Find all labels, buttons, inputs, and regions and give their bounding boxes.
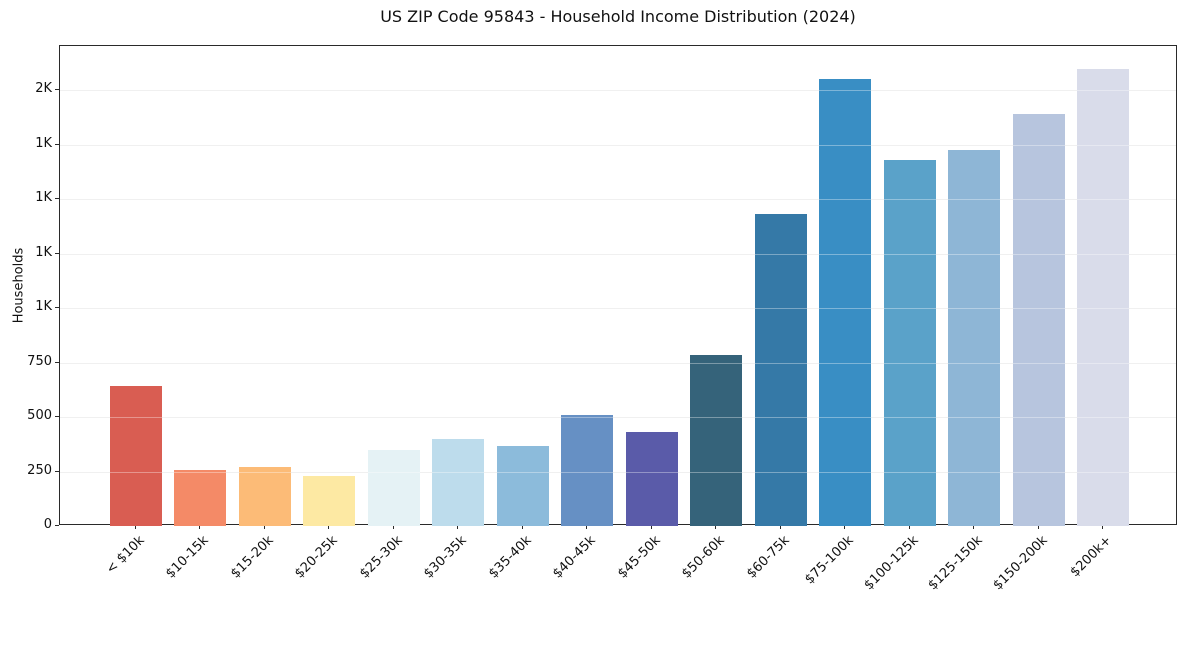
x-tick-mark [779,525,781,529]
y-tick-label: 250 [27,462,52,478]
x-tick-label: $10-15k [163,533,213,582]
bar-$35-40k [496,446,549,526]
chart-figure: US ZIP Code 95843 - Household Income Dis… [11,7,1177,594]
gridline [60,90,1176,91]
x-tick-label: $25-30k [356,533,406,582]
gridline-overlay [60,253,1176,255]
y-tick-mark [55,143,59,145]
bar-$150-200k [1012,113,1065,526]
bar-< $10k [110,386,162,526]
x-tick-label: $50-60k [679,533,728,582]
gridline-overlay [60,471,1176,473]
bar-$45-50k [625,432,678,526]
x-tick-mark [1102,525,1104,529]
gridline [60,417,1176,418]
gridline [60,308,1176,309]
bar-$50-60k [690,354,743,526]
gridline-overlay [60,199,1176,200]
x-tick-label: $15-20k [228,533,277,582]
gridline-overlay [60,144,1176,146]
x-tick-mark [328,525,330,529]
gridline-overlay [60,362,1176,364]
y-tick-label: 750 [27,353,52,369]
plot-area [59,45,1177,526]
y-tick-label: 0 [43,517,52,532]
bar-$100-125k [883,159,936,526]
gridline-overlay [60,417,1176,418]
x-tick-label: $45-50k [614,533,664,582]
x-tick-label: $75-100k [802,533,857,588]
bar-$10-15k [174,470,227,526]
bar-$125-150k [948,149,1001,526]
y-tick-mark [55,361,59,363]
x-tick-mark [263,525,265,529]
x-tick-mark [135,525,136,529]
x-tick-label: $100-125k [861,533,922,594]
gridline [60,144,1176,146]
y-tick-mark [55,416,59,417]
x-tick-label: < $10k [103,533,148,578]
x-tick-label: $40-45k [550,533,599,582]
bar-$200k+ [1077,69,1130,526]
y-tick-label: 1K [35,135,52,151]
x-tick-label: $150-200k [989,533,1051,594]
bar-$15-20k [238,467,291,526]
gridline [60,253,1176,255]
x-tick-label: $20-25k [292,533,342,582]
x-tick-label: $200k+ [1067,533,1115,581]
x-tick-label: $125-150k [925,533,986,594]
y-tick-mark [55,89,59,90]
x-tick-mark [392,525,394,529]
x-tick-label: $60-75k [743,533,793,582]
y-tick-mark [55,198,59,199]
bar-$40-45k [561,414,614,526]
y-tick-label: 1K [35,190,52,205]
x-tick-mark [973,525,975,529]
x-tick-label: $35-40k [485,533,535,582]
bar-$25-30k [367,449,420,526]
x-tick-mark [715,525,717,529]
x-tick-mark [844,525,846,529]
y-tick-label: 500 [27,408,52,423]
chart-title: US ZIP Code 95843 - Household Income Dis… [380,7,856,26]
x-tick-mark [908,525,910,529]
x-tick-mark [586,525,588,529]
y-tick-mark [55,252,59,254]
gridline [60,471,1176,473]
gridline-overlay [60,90,1176,91]
x-tick-mark [1037,525,1039,529]
y-tick-mark [55,525,59,526]
y-tick-label: 1K [35,299,52,314]
gridline-overlay [60,308,1176,309]
x-tick-mark [199,525,201,529]
bar-$60-75k [754,214,807,526]
y-tick-label: 1K [35,244,52,260]
y-tick-mark [55,470,59,472]
x-tick-label: $30-35k [421,533,470,582]
x-tick-mark [650,525,652,529]
gridline [60,362,1176,364]
x-tick-mark [521,525,523,529]
x-tick-mark [457,525,459,529]
y-tick-label: 2K [35,81,52,96]
bar-$30-35k [432,438,485,526]
bar-$75-100k [819,79,872,526]
y-tick-mark [55,307,59,308]
gridline [60,199,1176,200]
bar-$20-25k [303,475,356,526]
